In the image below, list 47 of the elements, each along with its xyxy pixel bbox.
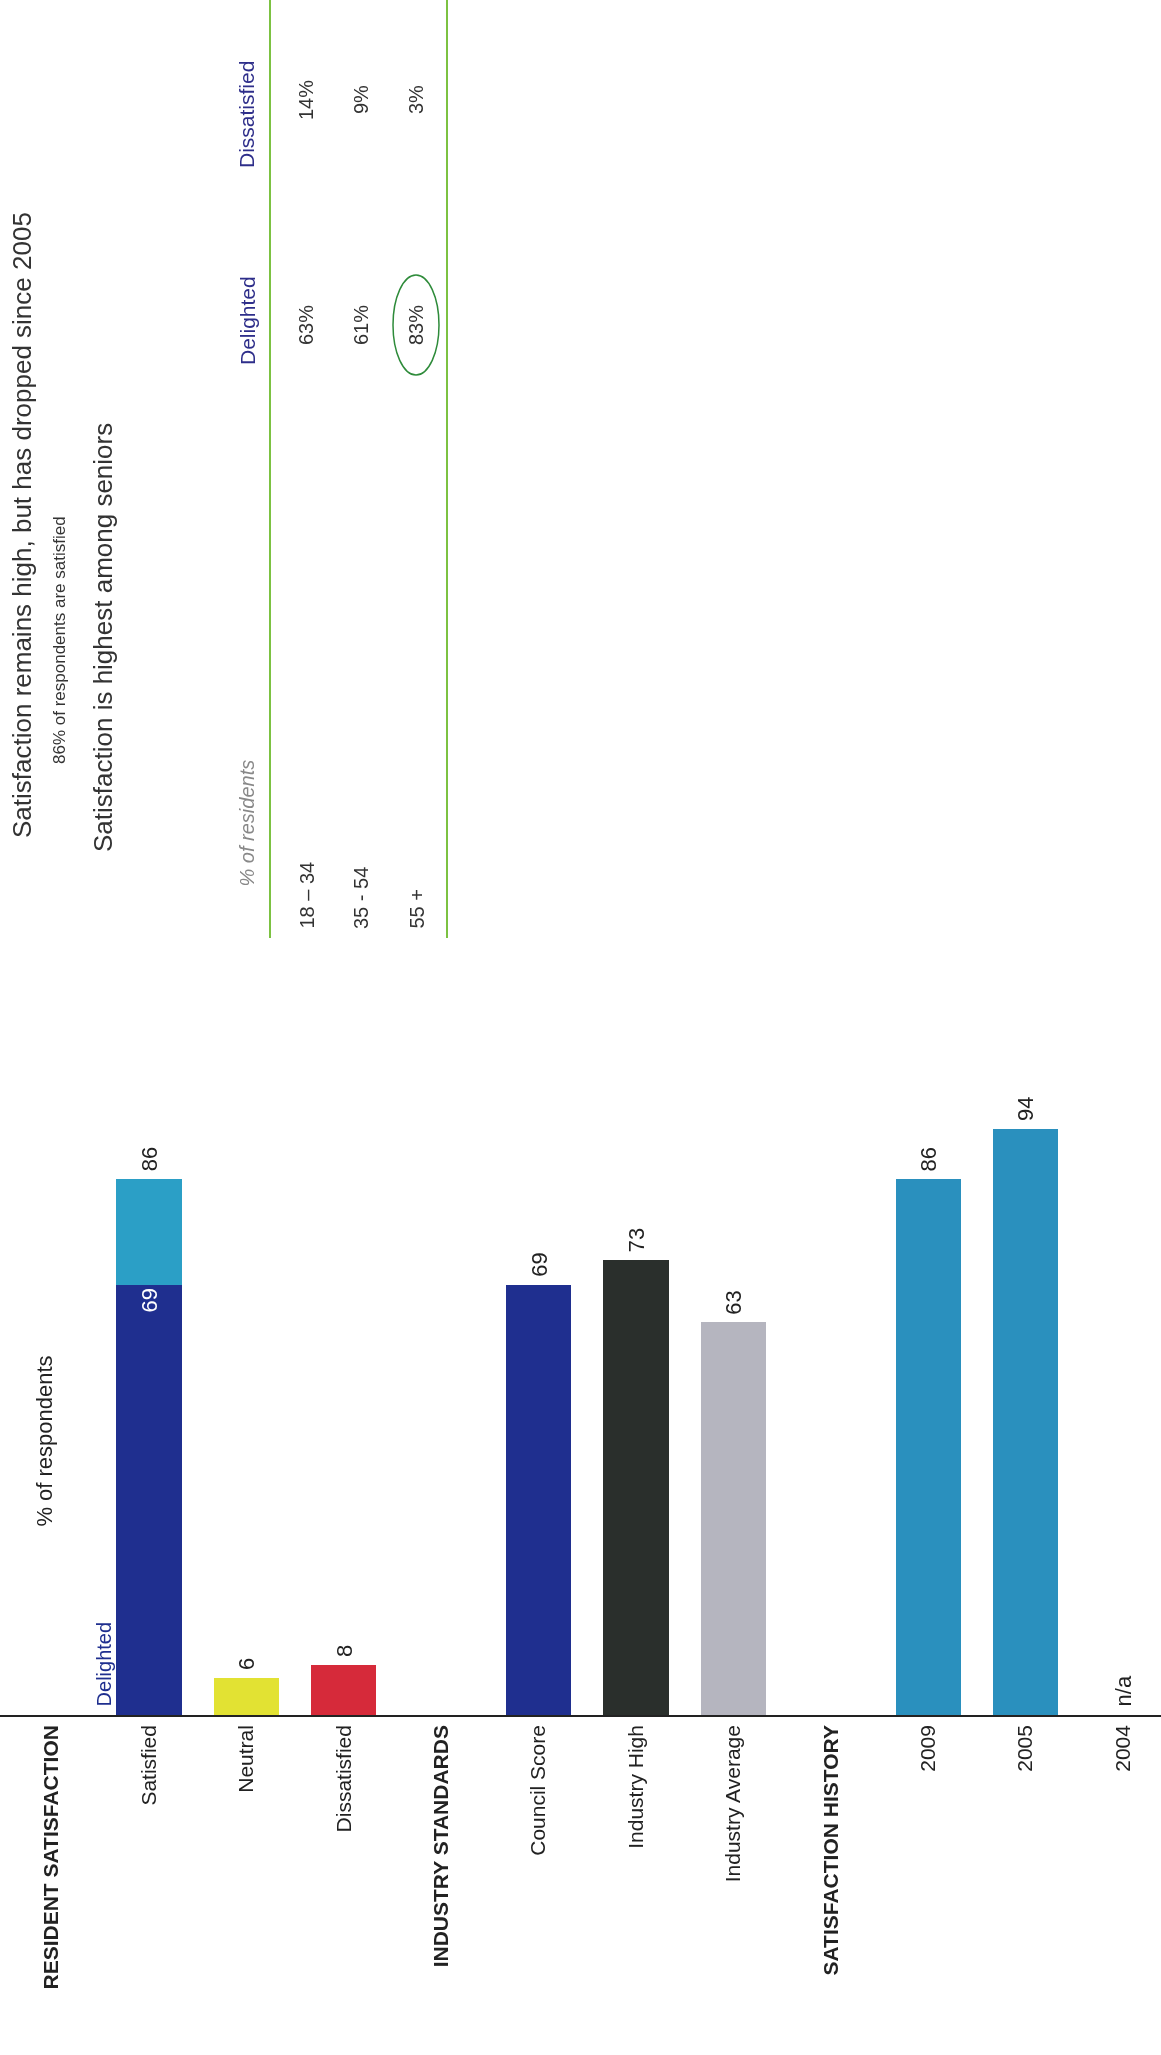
bar (895, 1179, 961, 1715)
x-tick-label: Neutral (234, 1725, 258, 1793)
x-tick-label: Industry Average (721, 1725, 745, 1883)
total-label: 86 (916, 1146, 942, 1172)
text: 55 + (405, 889, 428, 929)
bar (603, 1260, 669, 1715)
text: n/a (1110, 1675, 1136, 1707)
text: 18 – 34 (295, 861, 318, 929)
total-label: 63 (720, 1290, 746, 1315)
x-tick-label: 2009 (916, 1725, 940, 1772)
text: Satisfaction remains high, but has dropped since 2005 (7, 212, 37, 838)
total-label: 6 (233, 1657, 259, 1670)
x-tick-label: Council Score (526, 1725, 550, 1856)
x-tick-label: Dissatisfied (331, 1725, 355, 1833)
total-label: 8 (331, 1644, 357, 1657)
total-label: 86 (136, 1146, 162, 1172)
x-tick-label: Satisfied (136, 1725, 160, 1806)
text: 86% of respondents are satisfied (50, 516, 69, 764)
data-label: 69 (136, 1288, 162, 1313)
x-tick-label: SATISFACTION HISTORY (818, 1725, 842, 1976)
x-tick-label: 2005 (1013, 1725, 1037, 1772)
bar (700, 1322, 767, 1715)
text: 83% (405, 304, 427, 345)
text: 35 - 54 (350, 866, 372, 929)
text: 3% (405, 84, 427, 114)
y-axis-title: % of respondents (32, 1355, 57, 1527)
x-tick-label: RESIDENT SATISFACTION (39, 1725, 63, 1990)
bar (992, 1129, 1059, 1715)
text: % of residents (235, 759, 258, 887)
text: Delighted (236, 276, 259, 365)
bar (116, 1179, 182, 1286)
bar (213, 1677, 280, 1715)
text: 14% (295, 79, 317, 120)
x-tick-label: INDUSTRY STANDARDS (429, 1725, 453, 1968)
total-label: 73 (623, 1227, 649, 1253)
text: 9% (350, 84, 372, 114)
x-tick-label: Industry High (623, 1725, 647, 1849)
text: 63% (295, 304, 317, 345)
text: Delighted (93, 1621, 116, 1707)
bar (311, 1665, 377, 1715)
x-tick-label: 2004 (1110, 1724, 1134, 1772)
text: Satisfaction is highest among seniors (88, 422, 118, 852)
total-label: 94 (1013, 1096, 1039, 1121)
total-label: 69 (526, 1252, 552, 1277)
text: Dissatisfied (235, 60, 258, 168)
bar (116, 1285, 182, 1715)
text: 61% (350, 304, 372, 345)
